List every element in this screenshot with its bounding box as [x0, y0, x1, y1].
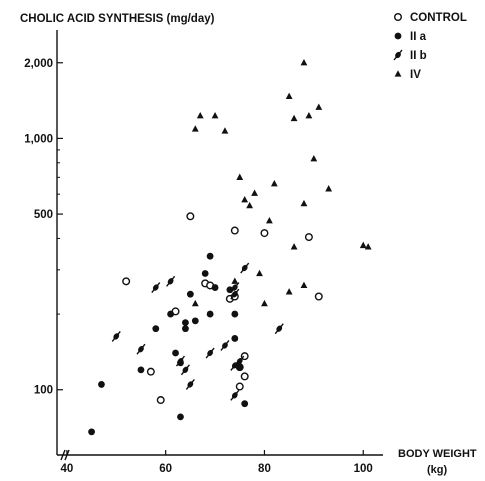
legend-marker	[394, 70, 402, 77]
data-point	[315, 103, 323, 110]
data-point	[211, 284, 219, 291]
data-point	[300, 199, 308, 207]
data-point	[98, 381, 105, 388]
data-point	[175, 355, 186, 367]
data-point	[201, 270, 209, 277]
data-point	[231, 277, 239, 284]
axis-break-mark	[60, 449, 66, 461]
data-point	[300, 281, 308, 289]
y-tick-label: 2,000	[24, 58, 53, 70]
data-point	[235, 355, 245, 367]
data-point	[270, 179, 278, 187]
data-point	[205, 347, 215, 359]
data-point	[274, 323, 284, 335]
x-tick-label: 100	[354, 463, 373, 475]
data-point	[305, 112, 313, 119]
data-point	[186, 212, 195, 221]
data-point	[167, 310, 175, 318]
data-point	[185, 378, 195, 390]
data-point	[151, 282, 161, 294]
data-point	[304, 233, 313, 242]
data-point	[246, 201, 254, 209]
x-tick-label: 60	[159, 463, 172, 475]
data-point	[261, 299, 268, 307]
data-point	[152, 325, 160, 333]
data-point	[122, 277, 131, 286]
data-point	[182, 325, 189, 333]
data-point	[325, 185, 333, 192]
data-point	[191, 125, 199, 132]
y-tick-label: 500	[34, 209, 53, 221]
x-axis-label-line2: (kg)	[427, 464, 448, 476]
data-point	[230, 282, 240, 294]
data-point	[156, 396, 165, 405]
data-point	[172, 349, 179, 357]
data-point	[236, 363, 244, 371]
data-point	[230, 389, 240, 401]
data-point	[206, 252, 214, 260]
data-point	[251, 189, 258, 196]
x-tick-label: 80	[258, 463, 271, 475]
data-point	[180, 364, 190, 376]
data-point	[182, 319, 189, 326]
data-point	[300, 58, 308, 66]
data-point	[240, 262, 250, 274]
legend-label: IV	[410, 69, 421, 81]
data-point	[260, 229, 269, 238]
data-point	[285, 92, 293, 99]
legend-label: II a	[410, 31, 427, 43]
y-axis-label: CHOLIC ACID SYNTHESIS (mg/day)	[20, 13, 215, 25]
data-point	[211, 112, 219, 119]
data-point	[241, 195, 249, 203]
data-point	[88, 428, 95, 436]
legend-marker	[393, 49, 403, 61]
data-points	[88, 58, 372, 436]
data-point	[191, 299, 199, 307]
data-point	[236, 173, 244, 180]
legend-marker	[394, 32, 402, 40]
data-point	[314, 292, 323, 301]
y-tick-label: 1,000	[24, 133, 53, 145]
data-point	[136, 343, 146, 355]
data-point	[177, 413, 184, 421]
data-point	[206, 310, 214, 318]
data-point	[265, 217, 273, 224]
data-point	[137, 366, 145, 374]
data-point	[256, 269, 263, 277]
data-point	[359, 241, 367, 249]
x-axis-label-line1: BODY WEIGHT	[398, 448, 477, 460]
data-point	[310, 154, 318, 162]
data-point	[285, 288, 293, 295]
data-point	[220, 340, 230, 351]
data-point	[364, 243, 372, 250]
data-point	[221, 127, 229, 134]
data-point	[290, 243, 298, 250]
legend-label: CONTROL	[410, 12, 467, 24]
data-point	[235, 382, 244, 391]
legend: CONTROL II a II b IV	[393, 12, 467, 81]
legend-label: II b	[410, 50, 427, 62]
data-point	[191, 317, 199, 325]
data-point	[111, 330, 121, 342]
data-point	[230, 288, 240, 300]
data-point	[290, 114, 298, 122]
y-tick-label: 100	[34, 385, 53, 397]
data-point	[240, 372, 249, 381]
data-point	[231, 310, 239, 318]
axes: 40 60 80 100 100 500 1,000 2,000	[24, 30, 383, 475]
data-point	[241, 400, 249, 408]
x-tick-label: 40	[60, 463, 73, 475]
data-point	[196, 112, 204, 119]
data-point	[146, 367, 155, 376]
data-point	[231, 335, 239, 342]
legend-marker	[394, 12, 403, 21]
data-point	[230, 226, 239, 235]
data-point	[186, 290, 194, 298]
data-point	[166, 275, 176, 287]
